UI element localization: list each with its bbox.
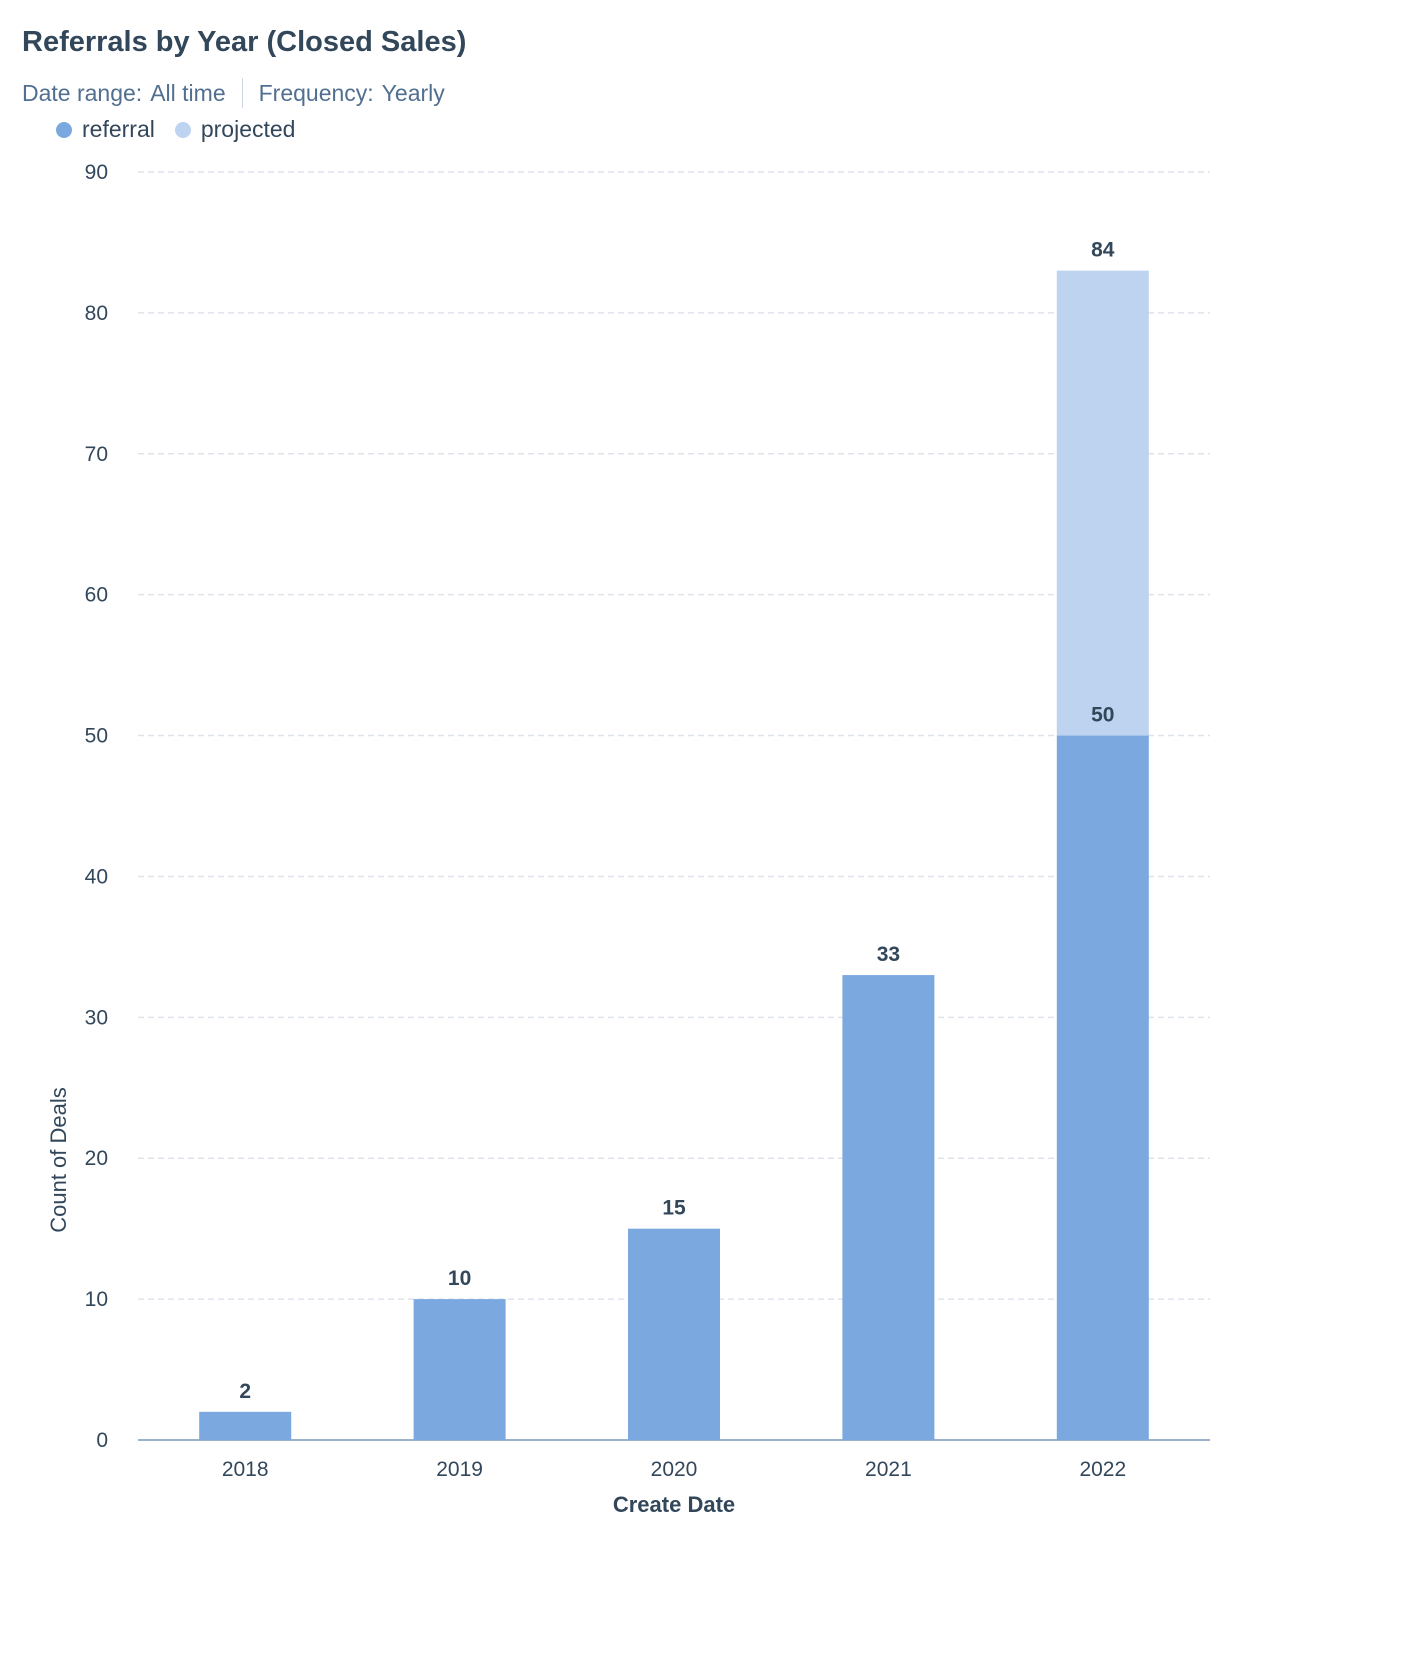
x-axis-title: Create Date [613, 1492, 735, 1517]
date-range-label: Date range: [22, 79, 143, 106]
data-label: 15 [662, 1197, 686, 1220]
x-tick-label: 2018 [222, 1458, 269, 1481]
x-tick-label: 2021 [865, 1458, 912, 1481]
y-tick-label: 70 [85, 443, 108, 466]
y-tick-label: 10 [85, 1288, 108, 1311]
legend-label-referral: referral [82, 116, 155, 142]
x-tick-label: 2022 [1079, 1458, 1126, 1481]
data-label: 84 [1091, 239, 1115, 262]
report-meta: Date range: All time Frequency: Yearly [22, 78, 445, 108]
bar-projected-2022[interactable] [1056, 270, 1149, 736]
frequency-value[interactable]: Yearly [381, 79, 445, 106]
y-tick-label: 80 [85, 302, 108, 325]
data-label: 50 [1091, 704, 1114, 727]
y-tick-label: 30 [85, 1006, 108, 1029]
y-tick-label: 40 [85, 865, 108, 888]
y-axis-title: Count of Deals [46, 1087, 71, 1233]
y-tick-label: 0 [96, 1429, 108, 1452]
legend-dot-referral [56, 121, 72, 138]
y-tick-label: 60 [85, 584, 108, 607]
bar-referral-2020[interactable] [628, 1228, 720, 1440]
legend-item-referral[interactable]: referral [56, 116, 155, 143]
meta-divider [241, 78, 243, 108]
y-tick-label: 90 [85, 161, 108, 184]
y-tick-label: 20 [85, 1147, 108, 1170]
bar-referral-2019[interactable] [413, 1299, 506, 1440]
x-tick-label: 2019 [436, 1458, 483, 1481]
data-label: 33 [877, 943, 900, 966]
bar-referral-2022[interactable] [1056, 735, 1149, 1440]
bar-referral-2021[interactable] [842, 975, 935, 1440]
legend-label-projected: projected [200, 116, 296, 142]
y-tick-label: 50 [85, 725, 108, 748]
bar-chart: 0 10 20 30 40 50 60 70 80 90 2018 2019 2020 2021 2022 2… [46, 161, 1210, 1517]
x-tick-label: 2020 [651, 1458, 698, 1481]
report-title: Referrals by Year (Closed Sales) [22, 26, 467, 58]
frequency-label: Frequency: [258, 79, 374, 106]
date-range-value[interactable]: All time [150, 79, 226, 106]
legend-dot-projected [174, 121, 191, 138]
data-label: 2 [239, 1380, 251, 1403]
legend-item-projected[interactable]: projected [174, 116, 296, 143]
chart-legend: referral projected [56, 116, 315, 143]
bar-referral-2018[interactable] [199, 1411, 292, 1440]
data-label: 10 [448, 1267, 471, 1290]
